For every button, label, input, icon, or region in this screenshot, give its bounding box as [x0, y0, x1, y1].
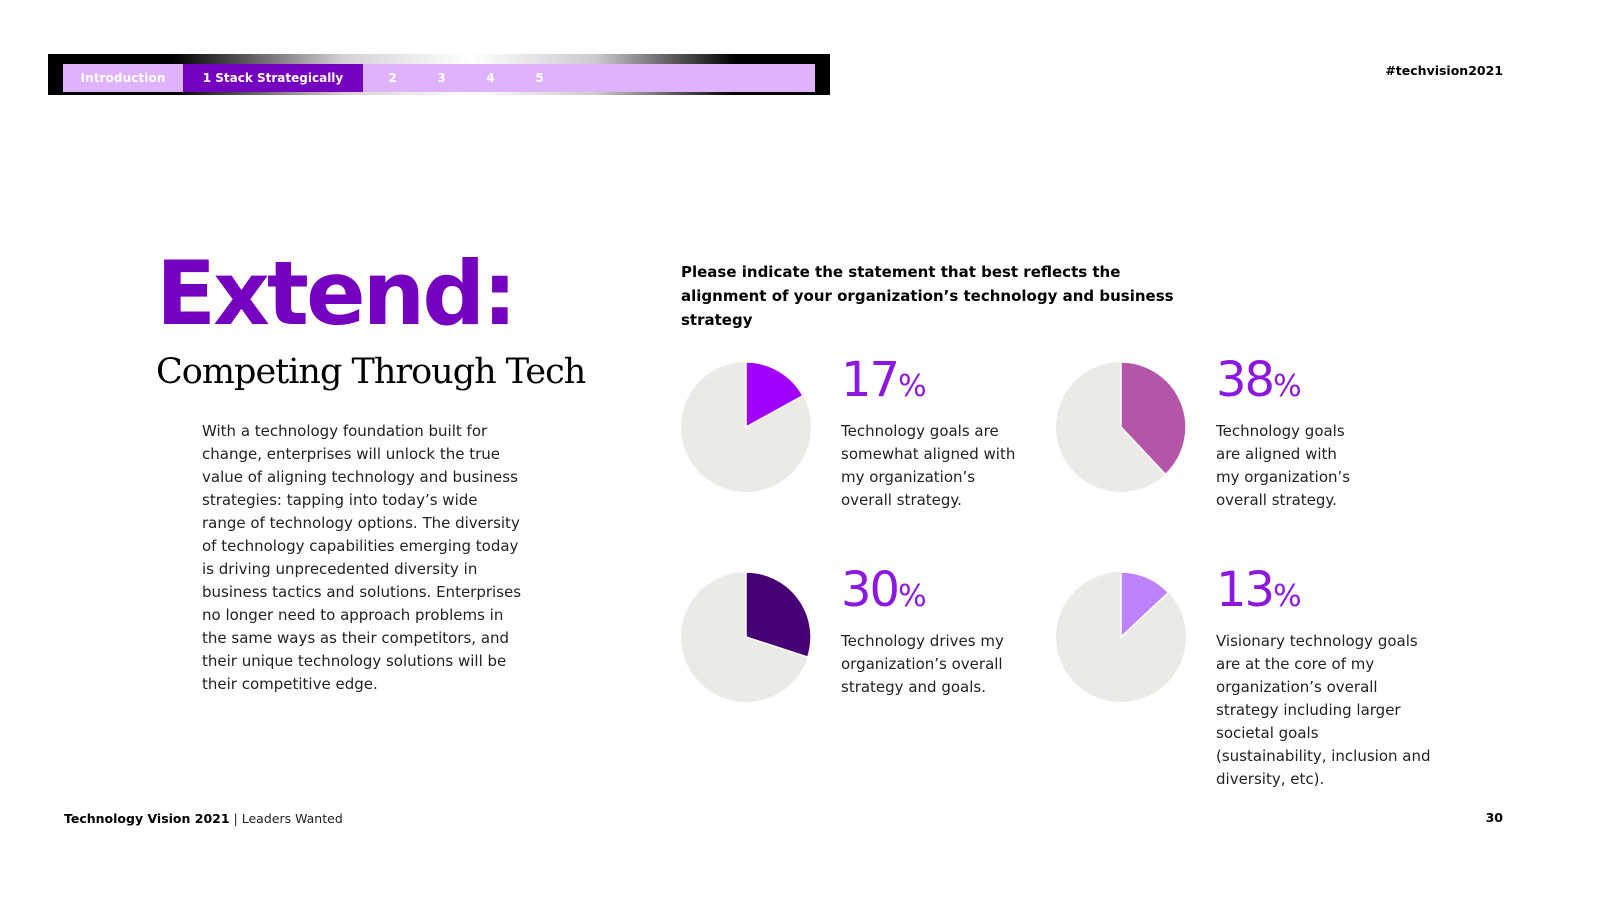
pie-slice-somewhat-aligned — [745, 362, 804, 429]
pie-svg — [1056, 362, 1186, 492]
nav-tab-stack-strategically[interactable]: 1 Stack Strategically — [183, 64, 363, 92]
pie-label: Visionary technology goals are at the co… — [1216, 632, 1431, 788]
nav-tab-4[interactable]: 4 — [486, 71, 495, 85]
percentage-value: 30% — [841, 562, 927, 618]
chart-question: Please indicate the statement that best … — [681, 263, 1174, 329]
pie-svg — [1056, 572, 1186, 702]
body-paragraph: With a technology foundation built for c… — [202, 422, 522, 693]
pie-label: Technology drives my organization’s over… — [841, 632, 1004, 696]
nav-tab-introduction[interactable]: Introduction — [63, 64, 183, 92]
percentage-value: 13% — [1216, 562, 1302, 618]
page-subheading: Competing Through Tech — [156, 352, 586, 392]
footer-tagline: Leaders Wanted — [241, 811, 343, 826]
hashtag: #techvision2021 — [1385, 63, 1503, 78]
nav-tab-3[interactable]: 3 — [437, 71, 446, 85]
pie-label: Technology goals are aligned with my org… — [1216, 422, 1351, 509]
footer: Technology Vision 2021 | Leaders Wanted — [64, 811, 343, 826]
footer-brand: Technology Vision 2021 — [64, 811, 230, 826]
nav-tab-5[interactable]: 5 — [535, 71, 544, 85]
percentage-value: 17% — [841, 352, 927, 408]
pie-svg — [681, 572, 811, 702]
percentage-value: 38% — [1216, 352, 1302, 408]
pie-slice-drives-strategy — [745, 572, 811, 659]
page-headline: Extend: — [156, 242, 517, 345]
page-number: 30 — [1485, 810, 1503, 825]
nav-spacer — [564, 64, 815, 92]
nav-tab-2[interactable]: 2 — [388, 71, 397, 85]
pie-label: Technology goals are somewhat aligned wi… — [841, 422, 1016, 509]
section-navigation: Introduction 1 Stack Strategically 2 3 4… — [48, 54, 830, 95]
nav-bar: Introduction 1 Stack Strategically 2 3 4… — [63, 64, 815, 92]
footer-separator: | — [229, 811, 242, 826]
pie-slice-visionary — [1120, 572, 1170, 639]
pie-svg — [681, 362, 811, 492]
pie-slice-aligned — [1120, 362, 1186, 476]
